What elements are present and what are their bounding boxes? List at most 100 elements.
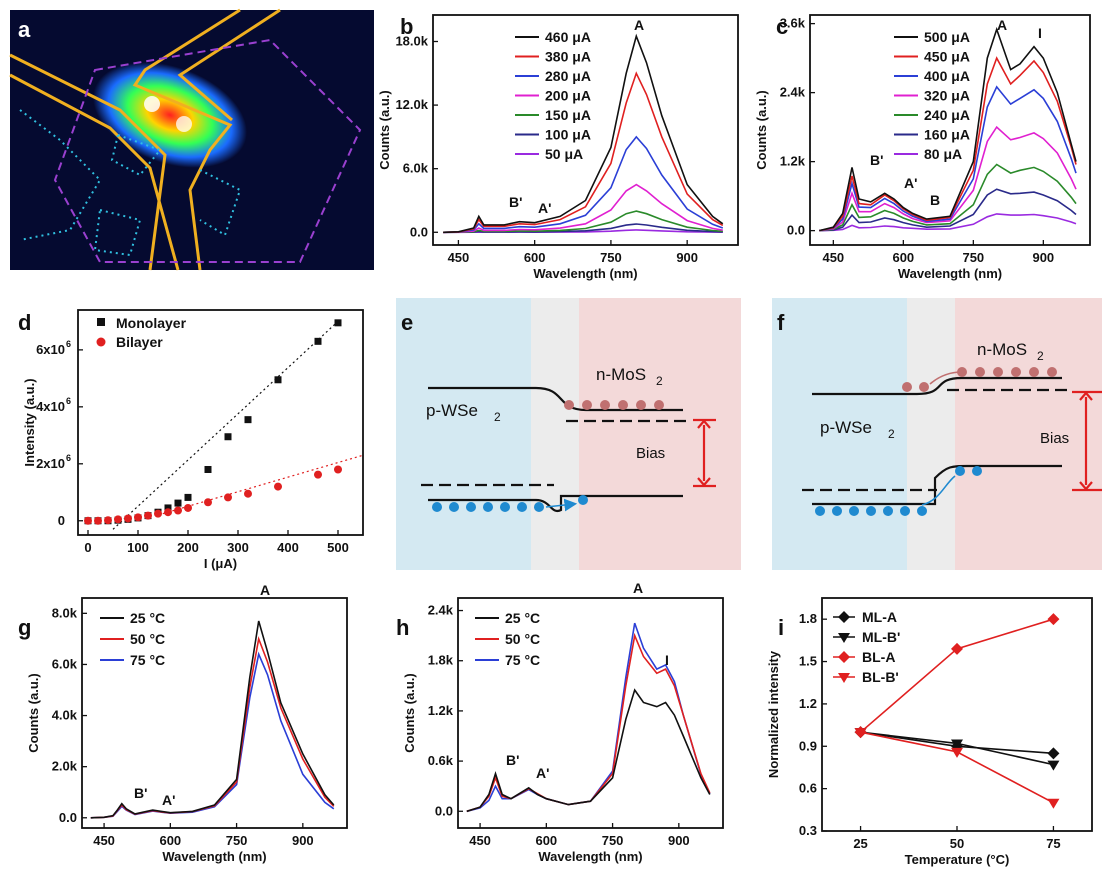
panel-i-legend-label: BL-A xyxy=(862,649,895,665)
electrode-edge xyxy=(132,8,241,271)
panel-d-xtitle: I (μA) xyxy=(204,556,237,571)
panel-d-bilayer-point xyxy=(184,503,192,512)
panel-b-xtick-label: 450 xyxy=(448,250,470,265)
panel-b-axes: 450 600 750 900 0.0 6.0k 12.0k 18.0k Wavelength … xyxy=(377,14,739,281)
panel-h-ytitle: Counts (a.u.) xyxy=(402,673,417,752)
panel-d-ytick-label: 4x10 xyxy=(36,399,65,414)
hole xyxy=(483,502,493,512)
panel-c-axes: 450 600 750 900 0.0 1.2k 2.4k 3.6k Wavelength (n… xyxy=(754,14,1091,281)
hole xyxy=(900,506,910,516)
electron xyxy=(1029,367,1039,377)
panel-h-ytick-label: 1.2k xyxy=(428,703,454,718)
panel-i-xtick-label: 50 xyxy=(950,836,964,851)
panel-h-legend-label: 25 °C xyxy=(505,610,540,626)
panel-g-series-line xyxy=(90,651,335,819)
panel-d-bilayer-point xyxy=(144,511,152,520)
p-region xyxy=(772,298,907,570)
panel-b-ytick-label: 0.0 xyxy=(410,224,428,239)
n-region xyxy=(955,298,1102,570)
panel-i-legend-label: ML-B' xyxy=(862,629,900,645)
panel-d-legend-label: Monolayer xyxy=(116,315,187,331)
bias-arrowheads xyxy=(1079,391,1093,491)
panel-d-monolayer-point xyxy=(274,376,282,384)
panel-h-frame xyxy=(457,597,724,829)
panel-d-frame xyxy=(77,309,364,536)
panel-d-xtick-label: 200 xyxy=(177,540,199,555)
panel-d-bilayer-point xyxy=(204,498,212,507)
hole xyxy=(432,502,442,512)
electron xyxy=(1047,367,1057,377)
electron xyxy=(919,382,929,392)
panel-b-series-line xyxy=(443,210,723,234)
p-wse2-label: p-WSe xyxy=(426,401,478,420)
hotspot xyxy=(144,96,160,112)
panel-d-axes: 0 100 200 300 400 500 I (μA) Intensity (a.u.) 0 2… xyxy=(22,309,364,571)
flake-outline xyxy=(93,208,142,257)
panel-i-axes: 25 50 75 0.3 0.6 0.9 1.2 1.5 1.8 Temperature (°C)… xyxy=(766,597,1093,867)
electron xyxy=(582,400,592,410)
valence-band xyxy=(428,494,683,513)
panel-d-legend-swatch xyxy=(97,318,105,326)
panel-i-xtick-label: 25 xyxy=(853,836,867,851)
electrode-edge xyxy=(9,73,180,271)
panel-d-bilayer-point xyxy=(224,493,232,502)
panel-g-xtick-label: 450 xyxy=(93,833,115,848)
panel-d-monolayer-point xyxy=(204,465,212,473)
panel-d-xtick-label: 300 xyxy=(227,540,249,555)
conduction-band xyxy=(812,376,1062,396)
panel-h-series-line xyxy=(466,688,711,813)
p-wse2-subscript: 2 xyxy=(888,427,895,441)
panel-i-ytick-label: 0.9 xyxy=(799,738,817,753)
panel-d-bilayer-point xyxy=(94,516,102,525)
panel-label-f: f xyxy=(777,310,785,335)
n-region xyxy=(579,298,741,570)
electron xyxy=(975,367,985,377)
panel-f-band-diagram: Bias p-WSe 2 n-MoS 2 xyxy=(772,298,1102,570)
panel-c-ytitle: Counts (a.u.) xyxy=(754,90,769,169)
panel-b-peak-label: A xyxy=(634,17,644,33)
panel-b-legend-label: 200 μA xyxy=(545,88,591,104)
panel-i-legend-marker xyxy=(838,651,850,663)
panel-c-series-line xyxy=(819,85,1077,232)
panel-h-peak-label: I xyxy=(665,652,669,668)
panel-d-bilayer-point xyxy=(124,514,132,523)
panel-b-ytick-label: 12.0k xyxy=(395,97,428,112)
panel-label-h: h xyxy=(396,615,409,640)
panel-b-xtitle: Wavelength (nm) xyxy=(533,266,637,281)
bias-label: Bias xyxy=(1040,430,1069,447)
panel-label-e: e xyxy=(401,310,413,335)
depletion-region xyxy=(907,298,955,570)
panel-i-ytick-label: 0.6 xyxy=(799,781,817,796)
hole xyxy=(972,466,982,476)
panel-g-xtick-label: 900 xyxy=(292,833,314,848)
panel-b-series-line xyxy=(443,71,724,234)
panel-c-legend-label: 400 μA xyxy=(924,68,970,84)
panel-h-ytick-label: 0.6k xyxy=(428,753,454,768)
p-wse2-label: p-WSe xyxy=(820,418,872,437)
panel-i-ytick-label: 0.3 xyxy=(799,823,817,838)
hole xyxy=(849,506,859,516)
panel-i-xtick-label: 75 xyxy=(1046,836,1060,851)
panel-i-legend-marker xyxy=(838,633,850,643)
panel-c-xtitle: Wavelength (nm) xyxy=(898,266,1002,281)
electron xyxy=(654,400,664,410)
panel-c-ytick-label: 3.6k xyxy=(780,16,806,31)
panel-b-xtick-label: 600 xyxy=(524,250,546,265)
panel-g-ytitle: Counts (a.u.) xyxy=(26,673,41,752)
p-wse2-subscript: 2 xyxy=(494,410,501,424)
hole xyxy=(866,506,876,516)
panel-h-xtick-label: 600 xyxy=(535,833,557,848)
panel-label-b: b xyxy=(400,14,413,39)
panel-g-xtick-label: 600 xyxy=(159,833,181,848)
panel-b-legend-label: 280 μA xyxy=(545,68,591,84)
flake-outline xyxy=(19,109,102,241)
panel-d-ytick-label: 6x10 xyxy=(36,342,65,357)
panel-g-peak-label: A xyxy=(260,582,270,598)
panel-d-fit-monolayer xyxy=(112,320,339,530)
panel-label-g: g xyxy=(18,615,31,640)
panel-i-point xyxy=(951,747,963,758)
panel-g-ytick-label: 6.0k xyxy=(52,656,78,671)
panel-i-legend-marker xyxy=(838,673,850,683)
panel-c-legend-label: 80 μA xyxy=(924,146,962,162)
panel-d-bilayer-point xyxy=(154,509,162,518)
